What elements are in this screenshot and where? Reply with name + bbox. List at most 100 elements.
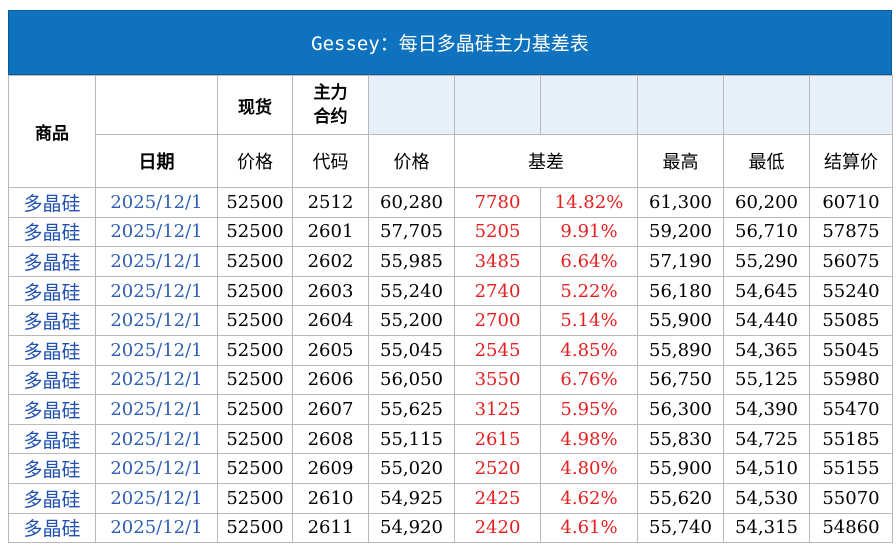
cell-product: 多晶硅 bbox=[8, 275, 96, 307]
table-row: 多晶硅 2025/12/1 52500 2610 54,925 2425 4.6… bbox=[8, 482, 893, 514]
cell-basis-pct: 9.91% bbox=[540, 216, 638, 248]
cell-high: 59,200 bbox=[637, 216, 724, 248]
cell-settle: 55980 bbox=[809, 364, 893, 396]
header-shade bbox=[454, 75, 541, 135]
cell-low: 54,440 bbox=[723, 305, 810, 336]
cell-basis-pct: 5.22% bbox=[540, 275, 638, 307]
cell-high: 56,300 bbox=[637, 394, 724, 425]
cell-basis-pct: 4.80% bbox=[540, 453, 638, 484]
table-row: 多晶硅 2025/12/1 52500 2601 57,705 5205 9.9… bbox=[8, 216, 893, 248]
cell-date: 2025/12/1 bbox=[95, 246, 218, 277]
header-spot-price: 价格 bbox=[217, 134, 293, 188]
cell-low: 54,365 bbox=[723, 334, 810, 366]
cell-product: 多晶硅 bbox=[8, 423, 96, 455]
cell-settle: 55155 bbox=[809, 453, 893, 484]
header-main-contract-line2: 合约 bbox=[313, 107, 348, 127]
cell-settle: 55185 bbox=[809, 423, 893, 455]
header-futures-price: 价格 bbox=[368, 134, 455, 188]
cell-settle: 57875 bbox=[809, 216, 893, 248]
cell-basis-pct: 5.95% bbox=[540, 394, 638, 425]
cell-futures-price: 55,115 bbox=[368, 423, 455, 455]
cell-spot-price: 52500 bbox=[217, 305, 293, 336]
cell-high: 56,180 bbox=[637, 275, 724, 307]
table-row: 多晶硅 2025/12/1 52500 2606 56,050 3550 6.7… bbox=[8, 364, 893, 396]
cell-product: 多晶硅 bbox=[8, 187, 96, 218]
cell-code: 2512 bbox=[292, 187, 369, 218]
cell-code: 2611 bbox=[292, 512, 369, 544]
cell-high: 56,750 bbox=[637, 364, 724, 396]
cell-low: 54,530 bbox=[723, 482, 810, 514]
cell-futures-price: 55,045 bbox=[368, 334, 455, 366]
cell-date: 2025/12/1 bbox=[95, 364, 218, 396]
table-row: 多晶硅 2025/12/1 52500 2605 55,045 2545 4.8… bbox=[8, 334, 893, 366]
cell-code: 2604 bbox=[292, 305, 369, 336]
cell-date: 2025/12/1 bbox=[95, 453, 218, 484]
cell-spot-price: 52500 bbox=[217, 482, 293, 514]
cell-futures-price: 55,240 bbox=[368, 275, 455, 307]
cell-product: 多晶硅 bbox=[8, 334, 96, 366]
cell-spot-price: 52500 bbox=[217, 423, 293, 455]
table-row: 多晶硅 2025/12/1 52500 2608 55,115 2615 4.9… bbox=[8, 423, 893, 455]
table-row: 多晶硅 2025/12/1 52500 2609 55,020 2520 4.8… bbox=[8, 453, 893, 484]
cell-settle: 55045 bbox=[809, 334, 893, 366]
header-shade bbox=[368, 75, 455, 135]
cell-code: 2609 bbox=[292, 453, 369, 484]
cell-product: 多晶硅 bbox=[8, 305, 96, 336]
cell-spot-price: 52500 bbox=[217, 275, 293, 307]
cell-product: 多晶硅 bbox=[8, 512, 96, 544]
cell-basis: 2520 bbox=[454, 453, 541, 484]
cell-date: 2025/12/1 bbox=[95, 394, 218, 425]
cell-spot-price: 52500 bbox=[217, 512, 293, 544]
cell-date: 2025/12/1 bbox=[95, 187, 218, 218]
cell-spot-price: 52500 bbox=[217, 364, 293, 396]
cell-product: 多晶硅 bbox=[8, 364, 96, 396]
header-row-top: 商品 现货 主力 合约 bbox=[8, 75, 893, 188]
cell-settle: 55085 bbox=[809, 305, 893, 336]
cell-basis: 2420 bbox=[454, 512, 541, 544]
header-product: 商品 bbox=[8, 75, 96, 188]
cell-basis: 7780 bbox=[454, 187, 541, 218]
cell-code: 2610 bbox=[292, 482, 369, 514]
cell-basis: 3485 bbox=[454, 246, 541, 277]
cell-high: 55,900 bbox=[637, 453, 724, 484]
cell-date: 2025/12/1 bbox=[95, 334, 218, 366]
cell-futures-price: 54,920 bbox=[368, 512, 455, 544]
cell-low: 60,200 bbox=[723, 187, 810, 218]
header-shade bbox=[809, 75, 893, 135]
cell-low: 54,645 bbox=[723, 275, 810, 307]
cell-high: 55,620 bbox=[637, 482, 724, 514]
cell-basis-pct: 14.82% bbox=[540, 187, 638, 218]
table-row: 多晶硅 2025/12/1 52500 2602 55,985 3485 6.6… bbox=[8, 246, 893, 277]
table-row: 多晶硅 2025/12/1 52500 2603 55,240 2740 5.2… bbox=[8, 275, 893, 307]
cell-settle: 55240 bbox=[809, 275, 893, 307]
cell-basis: 2615 bbox=[454, 423, 541, 455]
cell-low: 54,725 bbox=[723, 423, 810, 455]
header-shade bbox=[637, 75, 724, 135]
cell-basis-pct: 4.98% bbox=[540, 423, 638, 455]
cell-high: 55,830 bbox=[637, 423, 724, 455]
cell-basis: 2425 bbox=[454, 482, 541, 514]
header-settle: 结算价 bbox=[809, 134, 893, 188]
header-high: 最高 bbox=[637, 134, 724, 188]
basis-table-container: Gessey：每日多晶硅主力基差表 商品 现货 主力 合约 bbox=[8, 10, 893, 544]
cell-spot-price: 52500 bbox=[217, 334, 293, 366]
cell-basis: 3550 bbox=[454, 364, 541, 396]
header-row-bottom: 日期 价格 代码 价格 基差 最高 最低 结算价 bbox=[9, 134, 893, 188]
cell-futures-price: 60,280 bbox=[368, 187, 455, 218]
cell-product: 多晶硅 bbox=[8, 394, 96, 425]
cell-code: 2608 bbox=[292, 423, 369, 455]
cell-futures-price: 55,200 bbox=[368, 305, 455, 336]
header-code: 代码 bbox=[292, 134, 369, 188]
header-blank bbox=[95, 75, 218, 135]
cell-basis-pct: 4.62% bbox=[540, 482, 638, 514]
cell-futures-price: 54,925 bbox=[368, 482, 455, 514]
cell-product: 多晶硅 bbox=[8, 216, 96, 248]
header-main-contract-line1: 主力 bbox=[313, 83, 348, 103]
table-title: Gessey：每日多晶硅主力基差表 bbox=[8, 10, 892, 75]
cell-date: 2025/12/1 bbox=[95, 512, 218, 544]
cell-code: 2601 bbox=[292, 216, 369, 248]
cell-code: 2607 bbox=[292, 394, 369, 425]
header-low: 最低 bbox=[723, 134, 810, 188]
cell-settle: 60710 bbox=[809, 187, 893, 218]
cell-product: 多晶硅 bbox=[8, 246, 96, 277]
